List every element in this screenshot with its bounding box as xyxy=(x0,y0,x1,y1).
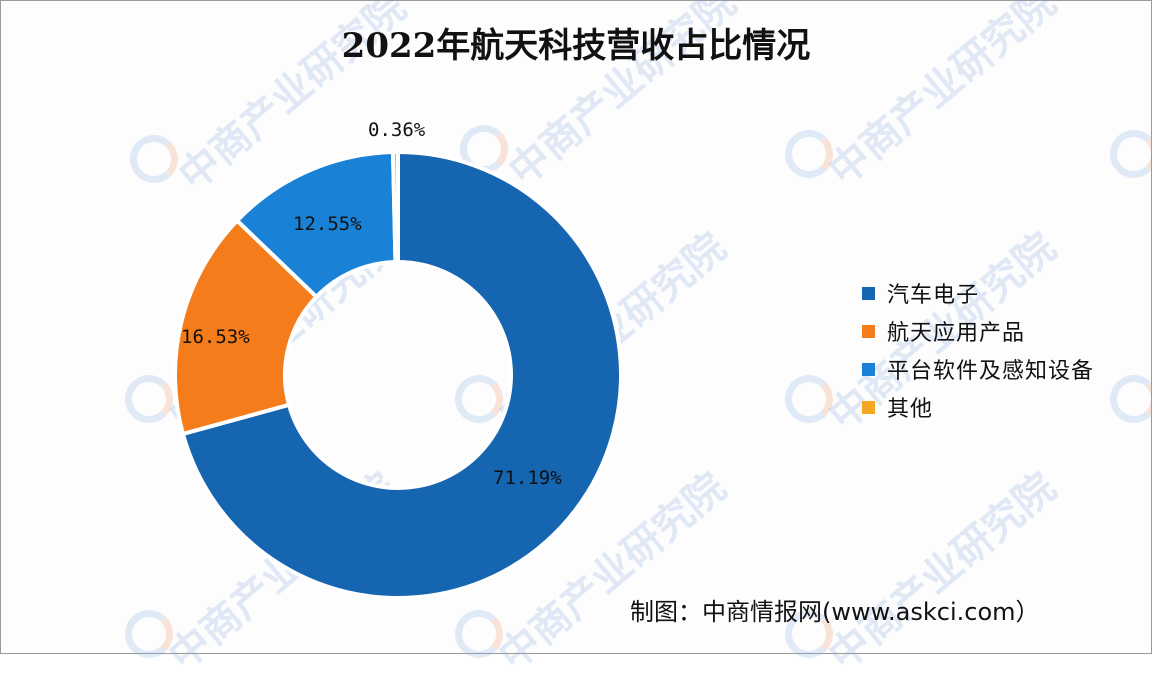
legend-swatch-icon xyxy=(862,286,875,300)
slice-label-aerospace-products: 16.53% xyxy=(181,326,250,348)
legend-item-other: 其他 xyxy=(862,388,1094,426)
legend-label: 其他 xyxy=(887,397,934,422)
slice-platform-software xyxy=(234,150,398,300)
source-note: 制图：中商情报网(www.askci.com） xyxy=(630,598,1040,626)
legend-swatch-icon xyxy=(862,324,875,338)
chart-title: 2022年航天科技营收占比情况 xyxy=(341,26,811,66)
legend-label: 航天应用产品 xyxy=(887,321,1026,346)
slice-label-auto-electronics: 71.19% xyxy=(493,467,562,489)
legend-label: 汽车电子 xyxy=(887,283,980,308)
legend-swatch-icon xyxy=(862,400,875,414)
legend-item-aerospace-products: 航天应用产品 xyxy=(862,312,1094,350)
slice-label-platform-software: 12.55% xyxy=(293,213,362,235)
slice-auto-electronics xyxy=(180,149,623,600)
legend-label: 平台软件及感知设备 xyxy=(887,359,1095,384)
slice-other xyxy=(390,149,400,265)
donut-chart: 71.19% 16.53% 12.55% 0.36% xyxy=(173,119,623,600)
slice-aerospace-products xyxy=(173,217,320,437)
donut-slices xyxy=(173,149,623,600)
legend-item-auto-electronics: 汽车电子 xyxy=(862,274,1094,312)
legend-item-platform-software: 平台软件及感知设备 xyxy=(862,350,1094,388)
slice-label-other: 0.36% xyxy=(368,119,426,141)
legend-swatch-icon xyxy=(862,362,875,376)
legend: 汽车电子 航天应用产品 平台软件及感知设备 其他 xyxy=(862,274,1094,426)
